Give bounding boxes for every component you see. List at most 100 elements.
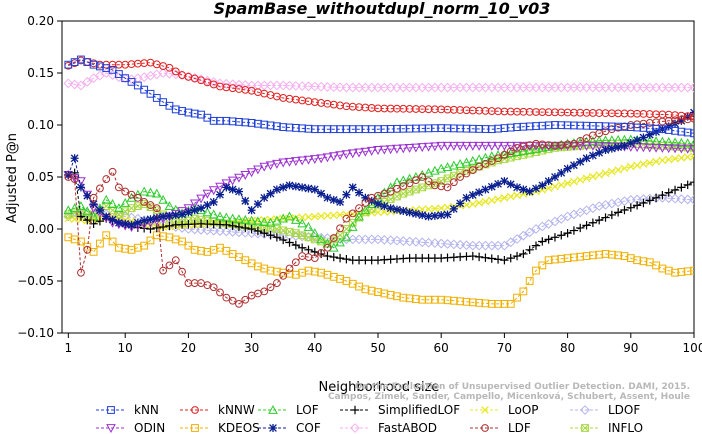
data-point: [82, 76, 93, 87]
data-point: [241, 223, 250, 233]
data-point: [569, 161, 578, 170]
data-point: [588, 136, 598, 146]
data-point: [676, 194, 687, 204]
data-point: [544, 184, 553, 193]
data-point: [354, 234, 364, 245]
data-point: [159, 212, 168, 221]
data-point: [651, 143, 661, 153]
data-point: [683, 112, 692, 121]
data-point: [269, 424, 277, 432]
data-point: [374, 208, 382, 217]
legend-label: kNNW: [218, 403, 255, 417]
data-point: [493, 141, 503, 151]
data-point: [524, 141, 535, 151]
data-point: [461, 141, 472, 151]
data-point: [437, 204, 446, 213]
data-point: [285, 227, 294, 236]
data-point: [285, 238, 294, 247]
data-point: [557, 168, 566, 177]
data-point: [442, 82, 453, 93]
data-point: [63, 205, 74, 215]
data-point: [582, 134, 591, 143]
legend-item-kNNW: kNNW: [180, 403, 255, 417]
y-tick-label: 0.20: [27, 14, 54, 28]
data-point: [494, 195, 502, 203]
data-point: [689, 138, 694, 148]
data-point: [385, 182, 396, 192]
legend-label: LDF: [508, 421, 531, 434]
data-point: [431, 204, 439, 213]
data-point: [216, 288, 224, 297]
data-point: [298, 213, 306, 222]
data-point: [563, 164, 572, 173]
data-point: [297, 81, 308, 92]
data-point: [297, 243, 307, 252]
data-point: [260, 193, 269, 202]
data-point: [506, 192, 515, 201]
data-point: [455, 141, 465, 151]
data-point: [505, 141, 516, 151]
data-point: [443, 174, 452, 183]
data-point: [690, 114, 694, 123]
data-point: [392, 82, 402, 93]
x-axis-label: Neighborhood size: [319, 380, 440, 395]
data-point: [234, 214, 244, 224]
data-point: [291, 182, 300, 191]
series-line: [68, 58, 694, 134]
data-point: [462, 201, 471, 209]
data-point: [582, 154, 591, 163]
data-point: [120, 197, 131, 207]
data-point: [418, 205, 427, 214]
data-point: [347, 221, 358, 231]
data-point: [512, 141, 522, 151]
data-point: [481, 406, 489, 414]
data-point: [404, 143, 415, 153]
series-ODIN: [63, 141, 694, 232]
data-point: [417, 82, 428, 93]
data-point: [366, 82, 377, 93]
data-point: [89, 200, 98, 209]
data-point: [341, 82, 352, 93]
data-point: [323, 251, 332, 261]
data-point: [556, 141, 567, 151]
data-point: [532, 184, 540, 193]
data-point: [266, 189, 275, 198]
data-point: [613, 208, 623, 217]
data-point: [442, 162, 453, 172]
data-point: [121, 219, 130, 228]
data-point: [682, 82, 693, 93]
data-point: [544, 177, 553, 186]
data-point: [499, 240, 510, 251]
data-point: [386, 204, 395, 213]
data-point: [607, 210, 617, 220]
data-point: [677, 183, 686, 192]
data-point: [449, 141, 459, 151]
data-point: [443, 183, 452, 192]
data-point: [626, 139, 635, 148]
data-point: [328, 82, 339, 93]
data-point: [639, 160, 648, 168]
data-point: [355, 188, 364, 197]
data-point: [304, 245, 313, 254]
data-point: [127, 220, 136, 229]
data-point: [682, 194, 693, 205]
x-tick-label: 70: [497, 341, 512, 355]
data-point: [500, 256, 509, 265]
data-point: [234, 187, 243, 196]
legend-label: COF: [296, 421, 321, 434]
data-point: [235, 253, 243, 261]
data-point: [513, 293, 521, 302]
data-point: [329, 211, 338, 220]
data-point: [183, 204, 194, 214]
series-FastABOD: [63, 68, 694, 93]
data-point: [360, 82, 371, 93]
data-point: [64, 170, 73, 179]
data-point: [386, 187, 395, 196]
data-point: [278, 213, 289, 223]
data-point: [165, 221, 174, 231]
data-point: [146, 201, 155, 209]
legend-label: INFLO: [608, 421, 643, 434]
data-point: [284, 157, 295, 167]
data-point: [594, 141, 605, 151]
data-point: [354, 148, 364, 158]
